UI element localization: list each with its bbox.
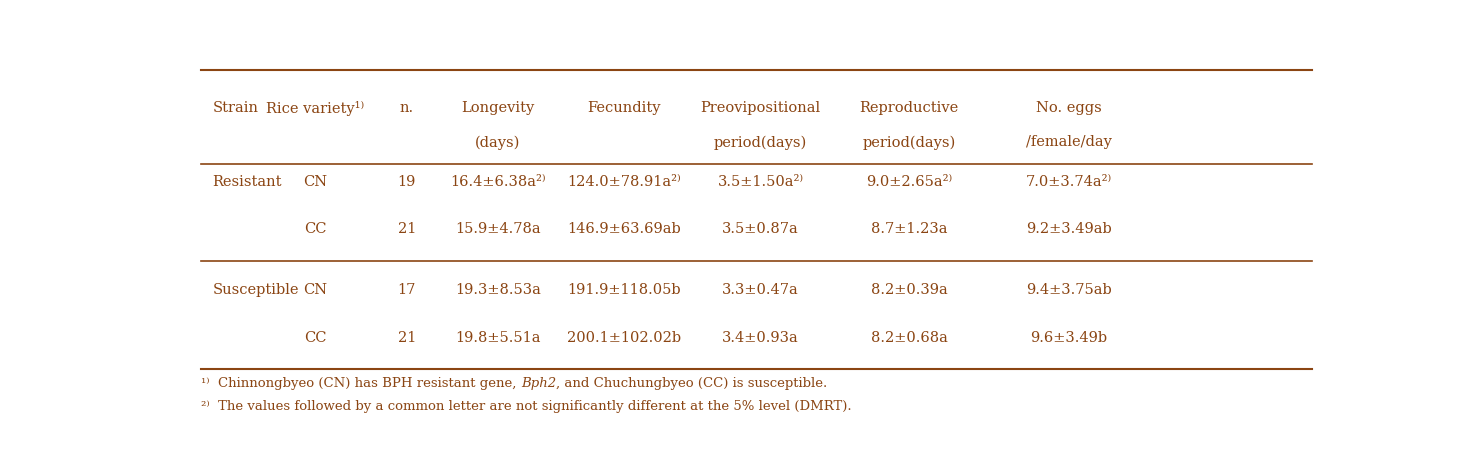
Text: Resistant: Resistant: [212, 175, 283, 189]
Text: CN: CN: [303, 175, 327, 189]
Text: 19.3±8.53a: 19.3±8.53a: [455, 283, 541, 297]
Text: Susceptible: Susceptible: [212, 283, 299, 297]
Text: 124.0±78.91a²⁾: 124.0±78.91a²⁾: [567, 175, 681, 189]
Text: period(days): period(days): [714, 135, 807, 149]
Text: Fecundity: Fecundity: [586, 101, 660, 115]
Text: Reproductive: Reproductive: [859, 101, 959, 115]
Text: No. eggs: No. eggs: [1036, 101, 1102, 115]
Text: ¹⁾  Chinnongbyeo (CN) has BPH resistant gene,: ¹⁾ Chinnongbyeo (CN) has BPH resistant g…: [202, 377, 521, 390]
Text: 8.2±0.39a: 8.2±0.39a: [871, 283, 947, 297]
Text: CC: CC: [303, 331, 327, 345]
Text: Rice variety¹⁾: Rice variety¹⁾: [267, 101, 364, 116]
Text: 17: 17: [398, 283, 415, 297]
Text: 19: 19: [398, 175, 415, 189]
Text: Bph2: Bph2: [521, 377, 555, 390]
Text: 9.6±3.49b: 9.6±3.49b: [1030, 331, 1108, 345]
Text: , and Chuchungbyeo (CC) is susceptible.: , and Chuchungbyeo (CC) is susceptible.: [555, 377, 828, 390]
Text: 3.4±0.93a: 3.4±0.93a: [722, 331, 798, 345]
Text: 191.9±118.05b: 191.9±118.05b: [567, 283, 681, 297]
Text: /female/day: /female/day: [1025, 135, 1112, 149]
Text: 9.4±3.75ab: 9.4±3.75ab: [1027, 283, 1112, 297]
Text: 3.3±0.47a: 3.3±0.47a: [722, 283, 798, 297]
Text: 21: 21: [398, 331, 415, 345]
Text: 21: 21: [398, 222, 415, 236]
Text: Preovipositional: Preovipositional: [701, 101, 820, 115]
Text: (days): (days): [476, 135, 521, 149]
Text: ²⁾  The values followed by a common letter are not significantly different at th: ²⁾ The values followed by a common lette…: [202, 400, 851, 413]
Text: 9.2±3.49ab: 9.2±3.49ab: [1027, 222, 1112, 236]
Text: 8.7±1.23a: 8.7±1.23a: [871, 222, 947, 236]
Text: 19.8±5.51a: 19.8±5.51a: [455, 331, 541, 345]
Text: CC: CC: [303, 222, 327, 236]
Text: 16.4±6.38a²⁾: 16.4±6.38a²⁾: [451, 175, 546, 189]
Text: CN: CN: [303, 283, 327, 297]
Text: 3.5±1.50a²⁾: 3.5±1.50a²⁾: [717, 175, 804, 189]
Text: 8.2±0.68a: 8.2±0.68a: [871, 331, 947, 345]
Text: period(days): period(days): [862, 135, 956, 149]
Text: 9.0±2.65a²⁾: 9.0±2.65a²⁾: [866, 175, 952, 189]
Text: 7.0±3.74a²⁾: 7.0±3.74a²⁾: [1025, 175, 1112, 189]
Text: 200.1±102.02b: 200.1±102.02b: [567, 331, 681, 345]
Text: Longevity: Longevity: [461, 101, 535, 115]
Text: 15.9±4.78a: 15.9±4.78a: [455, 222, 541, 236]
Text: 3.5±0.87a: 3.5±0.87a: [722, 222, 798, 236]
Text: Strain: Strain: [212, 101, 259, 115]
Text: 146.9±63.69ab: 146.9±63.69ab: [567, 222, 681, 236]
Text: n.: n.: [399, 101, 414, 115]
